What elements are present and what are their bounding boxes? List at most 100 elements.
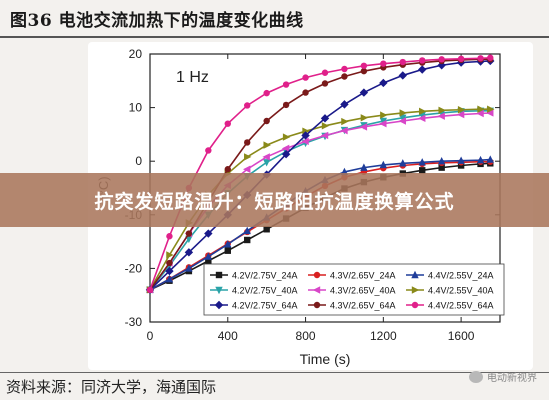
legend-item: 4.2V/2.75V_40A <box>210 286 298 296</box>
data-point <box>244 139 251 146</box>
wechat-icon <box>469 370 483 383</box>
data-point <box>359 123 368 131</box>
x-tick-label: 1600 <box>448 329 475 343</box>
data-point <box>340 100 349 109</box>
data-point <box>165 266 174 276</box>
data-point <box>419 167 426 174</box>
series-9 <box>146 54 494 294</box>
watermark: 电动新视界 <box>469 369 537 384</box>
data-point <box>398 71 407 80</box>
legend-item: 4.3V/2.65V_40A <box>308 286 396 296</box>
data-point <box>457 162 465 169</box>
data-point <box>419 107 427 116</box>
legend-label: 4.3V/2.65V_24A <box>330 271 396 281</box>
data-point <box>411 286 420 294</box>
y-tick-label: 10 <box>129 101 143 115</box>
legend-label: 4.3V/2.65V_64A <box>330 301 396 311</box>
x-tick-label: 0 <box>147 329 154 343</box>
data-point <box>411 301 419 309</box>
legend-item: 4.4V/2.55V_40A <box>406 286 494 296</box>
data-point <box>166 259 173 267</box>
source-note: 资料来源：同济大学，海通国际 <box>6 378 217 396</box>
data-point <box>320 114 330 123</box>
overlay-banner: 抗突发短路温升：短路阻抗温度换算公式 <box>0 173 549 227</box>
data-point <box>380 111 388 119</box>
watermark-text: 电动新视界 <box>487 373 537 384</box>
data-point <box>166 233 173 240</box>
data-point <box>418 65 427 74</box>
y-tick-label: 0 <box>135 154 142 168</box>
data-point <box>243 165 251 173</box>
data-point <box>341 65 348 73</box>
data-point <box>399 159 407 167</box>
data-point <box>438 106 446 114</box>
y-tick-label: -20 <box>125 261 143 275</box>
data-point <box>301 131 310 140</box>
data-point <box>321 80 329 87</box>
data-point <box>360 163 368 171</box>
legend-label: 4.2V/2.75V_64A <box>232 301 298 311</box>
data-point <box>476 155 485 164</box>
data-point <box>477 55 484 62</box>
data-point <box>204 252 213 260</box>
data-point <box>205 147 212 154</box>
legend-label: 4.4V/2.55V_64A <box>428 301 494 311</box>
figure-title: 图36 电池交流加热下的温度变化曲线 <box>10 11 304 31</box>
data-point <box>302 74 309 81</box>
data-point <box>224 247 231 254</box>
data-point <box>301 137 309 146</box>
data-point <box>399 109 407 117</box>
x-axis-label: Time (s) <box>300 351 351 367</box>
data-point <box>205 257 212 265</box>
title-divider <box>0 36 549 38</box>
data-point <box>263 89 270 97</box>
data-point <box>340 126 348 135</box>
data-point <box>438 56 445 63</box>
data-point <box>359 88 369 97</box>
x-tick-label: 400 <box>218 329 238 343</box>
data-point <box>437 112 445 120</box>
data-point <box>477 105 485 113</box>
data-point <box>379 160 388 169</box>
legend-item: 4.4V/2.55V_64A <box>406 301 494 311</box>
data-point <box>313 271 321 279</box>
data-point <box>487 105 495 113</box>
data-point <box>312 286 321 294</box>
data-point <box>379 119 387 128</box>
data-point <box>320 131 329 140</box>
data-point <box>262 153 270 161</box>
legend-label: 4.4V/2.55V_40A <box>428 286 494 296</box>
data-point <box>165 274 174 283</box>
data-point <box>360 114 369 122</box>
data-point <box>224 120 231 127</box>
data-point <box>457 156 465 164</box>
data-point <box>214 300 224 310</box>
frequency-annotation: 1 Hz <box>176 69 209 86</box>
source-divider <box>0 372 549 373</box>
data-point <box>341 117 349 126</box>
legend-label: 4.2V/2.75V_40A <box>232 286 298 296</box>
data-point <box>282 133 291 141</box>
data-point <box>411 270 419 279</box>
data-point <box>380 60 387 67</box>
data-point <box>185 264 193 272</box>
data-point <box>166 251 174 259</box>
data-point <box>243 226 251 235</box>
data-point <box>263 226 270 233</box>
data-point <box>215 271 223 279</box>
data-point <box>282 81 290 88</box>
data-point <box>456 110 465 119</box>
y-tick-label: -30 <box>125 315 143 329</box>
x-tick-label: 800 <box>296 329 316 343</box>
data-point <box>244 236 251 244</box>
data-point <box>399 58 406 66</box>
data-point <box>438 164 445 171</box>
legend-item: 4.4V/2.55V_24A <box>406 271 494 281</box>
data-point <box>476 109 484 118</box>
legend-label: 4.2V/2.75V_24A <box>232 271 298 281</box>
legend-item: 4.3V/2.65V_24A <box>308 271 396 281</box>
data-point <box>224 240 232 248</box>
data-point <box>302 89 309 96</box>
y-tick-label: 20 <box>129 47 143 61</box>
data-point <box>215 286 223 295</box>
